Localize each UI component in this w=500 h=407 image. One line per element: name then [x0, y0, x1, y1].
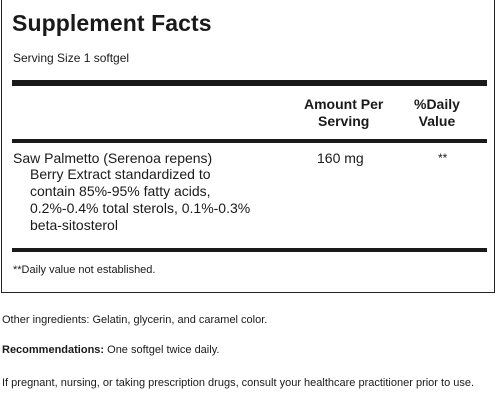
amount-per-serving-header: Amount Per Serving [304, 96, 384, 129]
recommendations: Recommendations: One softgel twice daily… [2, 344, 219, 356]
recommendations-label: Recommendations: [2, 344, 105, 356]
ingredient-name: Saw Palmetto (Serenoa repens) [13, 150, 213, 166]
recommendations-text: One softgel twice daily. [104, 344, 220, 356]
facts-title: Supplement Facts [12, 10, 212, 36]
ingredient-amount: 160 mg [317, 150, 364, 166]
ingredient-description: Berry Extract standardized to contain 85… [30, 166, 251, 233]
ingredient-daily-value: ** [438, 151, 448, 165]
footnote: **Daily value not established. [13, 264, 156, 276]
daily-value-header: %Daily Value [414, 96, 460, 129]
thick-divider-top [12, 80, 487, 86]
thick-divider-bottom [12, 248, 487, 252]
serving-size: Serving Size 1 softgel [13, 51, 130, 65]
other-ingredients: Other ingredients: Gelatin, glycerin, an… [2, 314, 268, 326]
thick-divider-header [12, 139, 487, 143]
supplement-facts-panel: Supplement Facts Serving Size 1 softgel … [1, 0, 495, 293]
warning-text: If pregnant, nursing, or taking prescrip… [2, 377, 475, 389]
